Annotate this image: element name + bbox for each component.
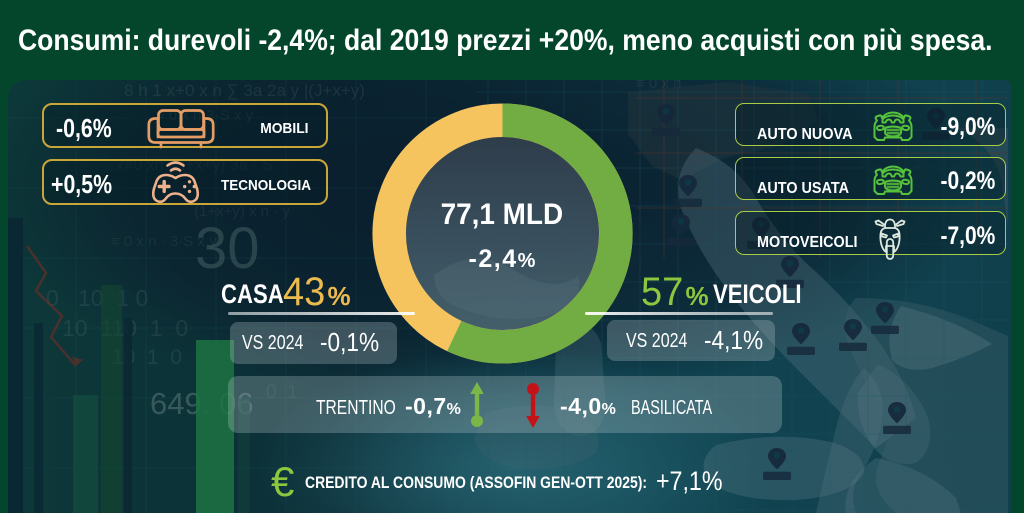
svg-text:(1+x+y) x n · y: (1+x+y) x n · y	[194, 203, 290, 220]
svg-text:8 h 1 x+0 x n ∑ 3a 2a: 8 h 1 x+0 x n ∑ 3a 2a y |(J+x+y)	[124, 81, 365, 100]
svg-text:≡ 0 x n · 3·S x y: ≡ 0 x n · 3·S x y	[111, 233, 217, 250]
svg-text:30: 30	[195, 216, 260, 281]
svg-text:10 1 0: 10 1 0	[112, 346, 182, 369]
svg-text:x≡0 xn |(J+x+y) 3a · S: x≡0 xn |(J+x+y) 3a · S	[116, 157, 273, 174]
svg-text:0 1: 0 1	[266, 382, 298, 403]
svg-text:0 10 1 0: 0 10 1 0	[46, 285, 148, 311]
svg-text:≡ 0 x n: ≡ 0 x n	[636, 80, 681, 92]
